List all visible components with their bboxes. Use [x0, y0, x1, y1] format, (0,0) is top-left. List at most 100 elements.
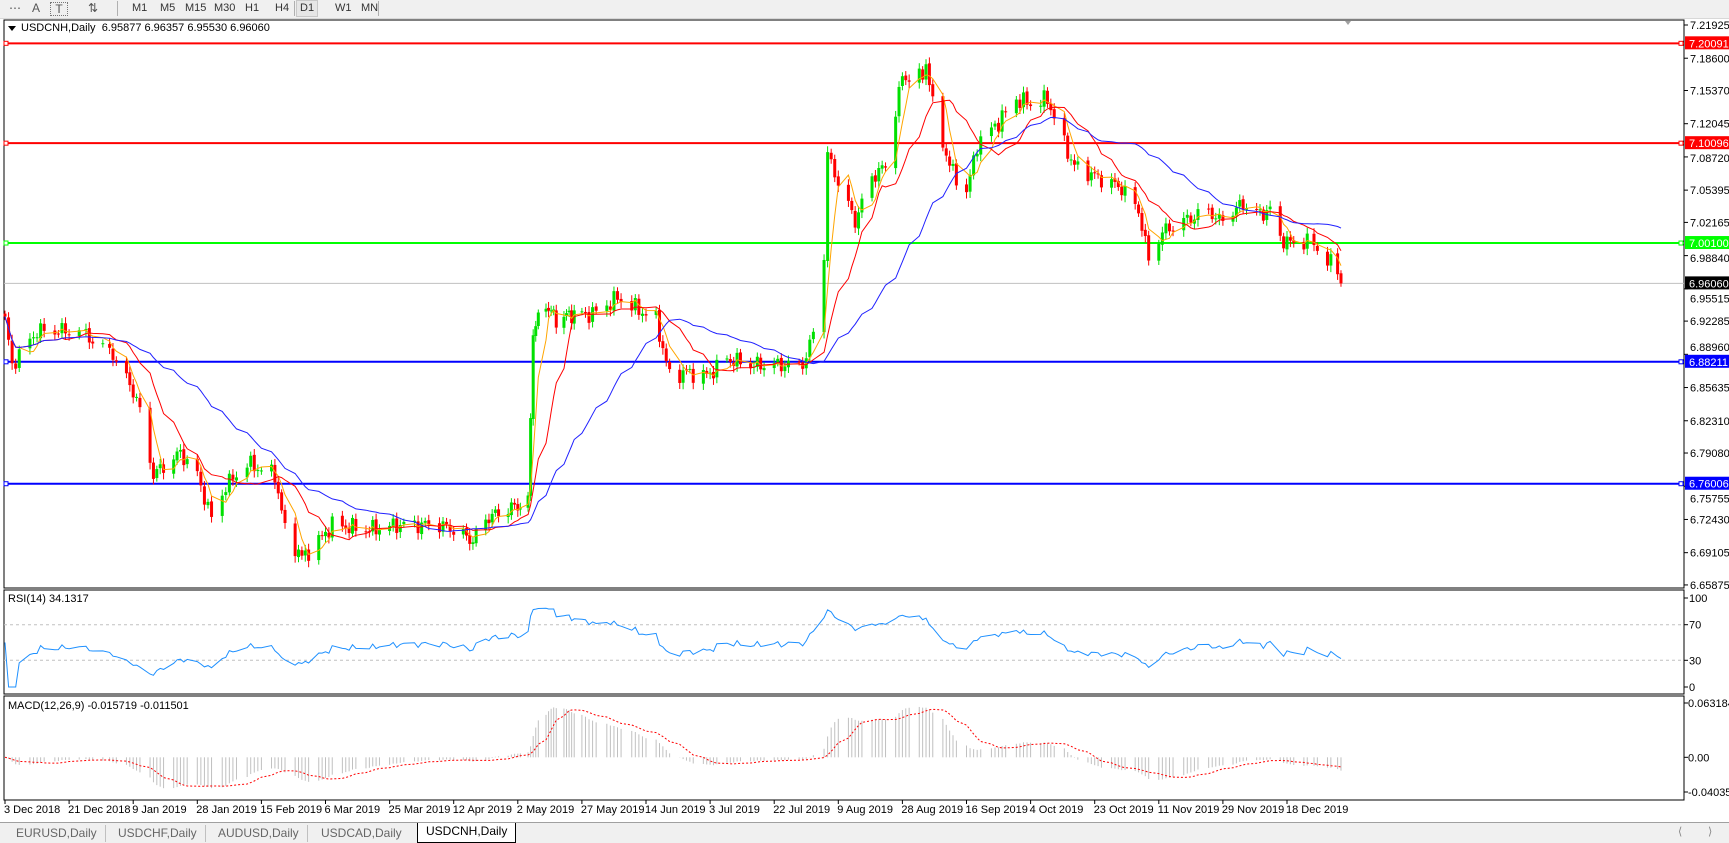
- candle-body: [907, 80, 911, 82]
- candle-body: [227, 473, 231, 493]
- hline-price-tag: 7.20091: [1689, 38, 1729, 50]
- date-axis-label: 22 Jul 2019: [773, 804, 830, 816]
- tab-usdcad[interactable]: USDCAD,Daily: [321, 826, 402, 840]
- candle-body: [493, 509, 497, 513]
- candle-body: [155, 469, 159, 478]
- candle-body: [1185, 214, 1189, 218]
- period-separator-icon[interactable]: ⋯: [9, 1, 21, 15]
- candle-body: [347, 527, 351, 534]
- candle-body: [420, 522, 424, 535]
- candle-body: [1021, 92, 1025, 108]
- candle-body: [1164, 223, 1168, 234]
- candle-body: [583, 311, 587, 313]
- candle-body: [1157, 243, 1161, 261]
- candle-body: [1110, 179, 1114, 188]
- arrows-icon[interactable]: ⇅: [87, 1, 99, 15]
- candle-body: [1018, 99, 1022, 108]
- candle-body: [759, 357, 763, 370]
- text-icon[interactable]: A: [31, 1, 40, 15]
- candle-body: [1241, 199, 1245, 210]
- candle-body: [307, 549, 311, 561]
- scroll-left-icon[interactable]: ⟨: [1678, 826, 1683, 838]
- candle-body: [1143, 229, 1147, 237]
- date-axis-label: 21 Dec 2018: [68, 804, 130, 816]
- candle-body: [1255, 208, 1259, 210]
- tab-usdchf[interactable]: USDCHF,Daily: [110, 825, 206, 842]
- date-axis-label: 28 Aug 2019: [901, 804, 963, 816]
- candle-body: [513, 502, 517, 505]
- rsi-panel: [3, 589, 1685, 695]
- timeframe-h4[interactable]: H4: [275, 2, 290, 14]
- tab-eurusd[interactable]: EURUSD,Daily: [8, 825, 106, 842]
- candle-body: [303, 550, 307, 556]
- timeframe-m15[interactable]: M15: [185, 2, 207, 14]
- hline-anchor-4: [1678, 481, 1684, 487]
- candle-body: [111, 348, 115, 360]
- timeframe-h1[interactable]: H1: [245, 2, 260, 14]
- timeframe-m5[interactable]: M5: [160, 2, 176, 14]
- price-axis-label: 6.82310: [1690, 416, 1729, 428]
- hline-price-tag: 6.76006: [1689, 479, 1729, 491]
- candle-body: [340, 515, 344, 527]
- candle-body: [158, 464, 162, 469]
- candle-body: [1140, 213, 1144, 231]
- candle-body: [101, 343, 105, 345]
- candle-body: [979, 136, 983, 155]
- candle-body: [471, 542, 475, 545]
- tab-audusd[interactable]: AUDUSD,Daily: [210, 825, 308, 842]
- hline-anchor-1: [3, 140, 9, 146]
- candle-body: [1014, 99, 1018, 114]
- candle-body: [1089, 172, 1093, 181]
- price-axis-label: 6.79080: [1690, 448, 1729, 460]
- candle-body: [344, 525, 348, 528]
- candle-body: [234, 477, 238, 481]
- candle-body: [131, 384, 135, 398]
- candle-body: [465, 528, 469, 536]
- timeframe-m30[interactable]: M30: [214, 2, 236, 14]
- candle-body: [128, 372, 132, 386]
- candle-body: [1288, 237, 1292, 241]
- candle-body: [468, 534, 472, 544]
- candle-body: [398, 524, 402, 533]
- candle-body: [448, 524, 452, 532]
- candle-body: [544, 308, 548, 312]
- hline-anchor-3: [3, 359, 9, 365]
- tab-usdcnh[interactable]: USDCNH,Daily: [417, 823, 517, 843]
- candle-body: [904, 75, 908, 81]
- current-price-tag-bg: [1685, 276, 1729, 290]
- scroll-right-icon[interactable]: ⟩: [1708, 826, 1713, 838]
- candle-body: [989, 127, 993, 137]
- timeframe-m1[interactable]: M1: [132, 2, 148, 14]
- candle-body: [951, 163, 955, 166]
- date-axis-label: 25 Mar 2019: [389, 804, 451, 816]
- candle-body: [808, 339, 812, 358]
- timeframe-mn[interactable]: MN: [361, 2, 379, 14]
- timeframe-w1[interactable]: W1: [335, 2, 352, 14]
- current-price-tag: 6.96060: [1689, 278, 1729, 290]
- candle-body: [91, 341, 95, 344]
- chart-menu-triangle-icon[interactable]: [8, 25, 16, 31]
- hline-price-tag-bg: [1685, 136, 1729, 150]
- candle-body: [536, 312, 540, 327]
- candle-body: [997, 122, 1001, 132]
- candle-body: [860, 198, 864, 213]
- toolbar-separator: [117, 1, 118, 16]
- candle-body: [377, 530, 381, 535]
- candle-body: [1029, 104, 1033, 107]
- candle-body: [423, 520, 427, 523]
- price-axis-label: 7.18600: [1690, 53, 1729, 65]
- candle-body: [779, 357, 783, 372]
- hline-anchor-3: [1678, 359, 1684, 365]
- candle-body: [1025, 91, 1029, 105]
- ma-slow-line: [4, 116, 1342, 532]
- date-axis-label: 18 Dec 2019: [1286, 804, 1348, 816]
- candle-body: [60, 323, 64, 334]
- candle-body: [870, 176, 874, 198]
- candle-body: [772, 363, 776, 369]
- macd-axis-label: 0.063184: [1688, 698, 1729, 710]
- timeframe-d1[interactable]: D1: [296, 0, 319, 17]
- candle-body: [31, 337, 35, 339]
- text-label-icon[interactable]: T: [50, 2, 68, 16]
- candle-body: [846, 184, 850, 201]
- price-chart[interactable]: 7.21925 7.18600 7.15370 7.12045 7.08720 7.053…: [0, 0, 1729, 822]
